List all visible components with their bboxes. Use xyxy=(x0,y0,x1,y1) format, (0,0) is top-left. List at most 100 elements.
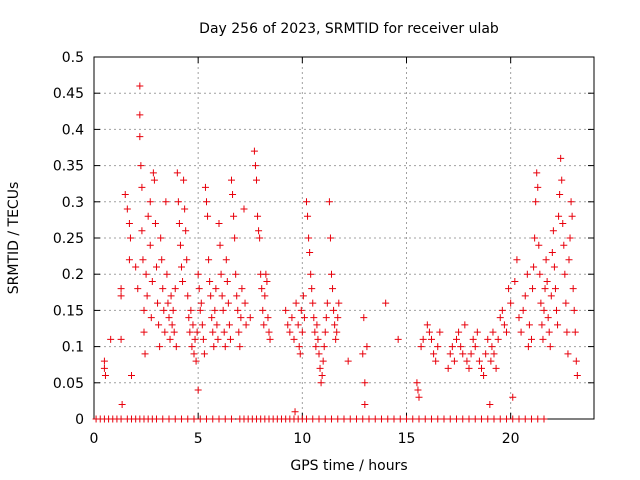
data-point xyxy=(446,415,454,423)
data-point xyxy=(224,299,232,307)
data-point xyxy=(475,357,483,365)
data-point xyxy=(216,241,224,249)
data-point xyxy=(566,234,574,242)
data-point xyxy=(419,335,427,343)
data-point xyxy=(511,277,519,285)
data-point xyxy=(311,328,319,336)
data-point xyxy=(453,335,460,343)
data-point xyxy=(197,299,205,307)
y-tick-label: 0.35 xyxy=(53,159,84,175)
data-point xyxy=(396,415,404,423)
data-point xyxy=(530,263,538,271)
data-point xyxy=(217,270,225,278)
x-tick-label: 5 xyxy=(194,431,203,447)
data-point xyxy=(532,198,540,206)
data-point xyxy=(536,270,544,278)
data-point xyxy=(291,408,299,416)
data-point xyxy=(203,415,210,423)
data-point xyxy=(125,220,133,228)
data-point xyxy=(484,415,492,423)
data-point xyxy=(164,299,172,307)
data-point xyxy=(282,306,290,314)
data-point xyxy=(196,415,204,423)
data-point xyxy=(199,335,207,343)
data-point xyxy=(560,241,568,249)
data-point xyxy=(557,154,565,162)
data-point xyxy=(259,306,267,314)
data-point xyxy=(143,292,151,300)
y-tick-label: 0.25 xyxy=(53,231,84,247)
data-point xyxy=(196,306,204,314)
data-point xyxy=(425,328,433,336)
data-point xyxy=(171,415,179,423)
data-point xyxy=(260,321,268,329)
data-point xyxy=(166,335,174,343)
data-point xyxy=(188,343,196,351)
data-point xyxy=(232,270,240,278)
data-point xyxy=(319,357,327,365)
data-point xyxy=(138,227,146,235)
data-point xyxy=(223,277,231,285)
data-point xyxy=(448,343,456,351)
data-point xyxy=(160,306,168,314)
data-point xyxy=(234,306,242,314)
data-point xyxy=(563,328,571,336)
data-points xyxy=(92,82,581,423)
data-point xyxy=(503,415,510,423)
data-point xyxy=(134,285,142,293)
data-point xyxy=(541,285,549,293)
data-point xyxy=(128,372,135,380)
data-point xyxy=(523,270,531,278)
data-point xyxy=(230,212,238,220)
data-point xyxy=(498,306,506,314)
data-point xyxy=(149,169,157,177)
data-point xyxy=(307,270,315,278)
data-point xyxy=(306,248,314,256)
data-point xyxy=(461,321,469,329)
data-point xyxy=(331,321,339,329)
data-point xyxy=(305,234,313,242)
data-point xyxy=(496,314,504,322)
data-point xyxy=(140,306,148,314)
data-point xyxy=(555,212,563,220)
data-point xyxy=(371,415,379,423)
y-tick-label: 0 xyxy=(75,412,84,428)
data-point xyxy=(264,314,272,322)
data-point xyxy=(465,415,473,423)
data-point xyxy=(183,256,191,264)
data-point xyxy=(463,357,471,365)
data-point xyxy=(484,335,492,343)
data-point xyxy=(446,350,454,358)
data-point xyxy=(450,357,458,365)
data-point xyxy=(567,198,575,206)
data-point xyxy=(528,415,535,423)
y-tick-label: 0.45 xyxy=(53,86,84,102)
data-point xyxy=(158,256,166,264)
data-point xyxy=(206,277,214,285)
data-point xyxy=(173,169,181,177)
data-point xyxy=(534,415,542,423)
data-point xyxy=(459,350,467,358)
data-point xyxy=(258,285,266,293)
data-point xyxy=(428,335,435,343)
data-point xyxy=(513,256,521,264)
data-point xyxy=(144,212,152,220)
data-point xyxy=(403,415,410,423)
data-point xyxy=(215,415,223,423)
data-point xyxy=(313,321,321,329)
data-point xyxy=(139,256,147,264)
data-point xyxy=(200,350,208,358)
data-point xyxy=(178,415,185,423)
data-point xyxy=(540,415,548,423)
data-point xyxy=(184,292,192,300)
data-point xyxy=(519,306,527,314)
data-point xyxy=(509,415,517,423)
data-point xyxy=(318,372,326,380)
data-point xyxy=(236,343,244,351)
data-point xyxy=(570,306,578,314)
data-point xyxy=(263,277,271,285)
data-point xyxy=(242,321,250,329)
data-point xyxy=(417,343,425,351)
data-point xyxy=(253,176,260,184)
